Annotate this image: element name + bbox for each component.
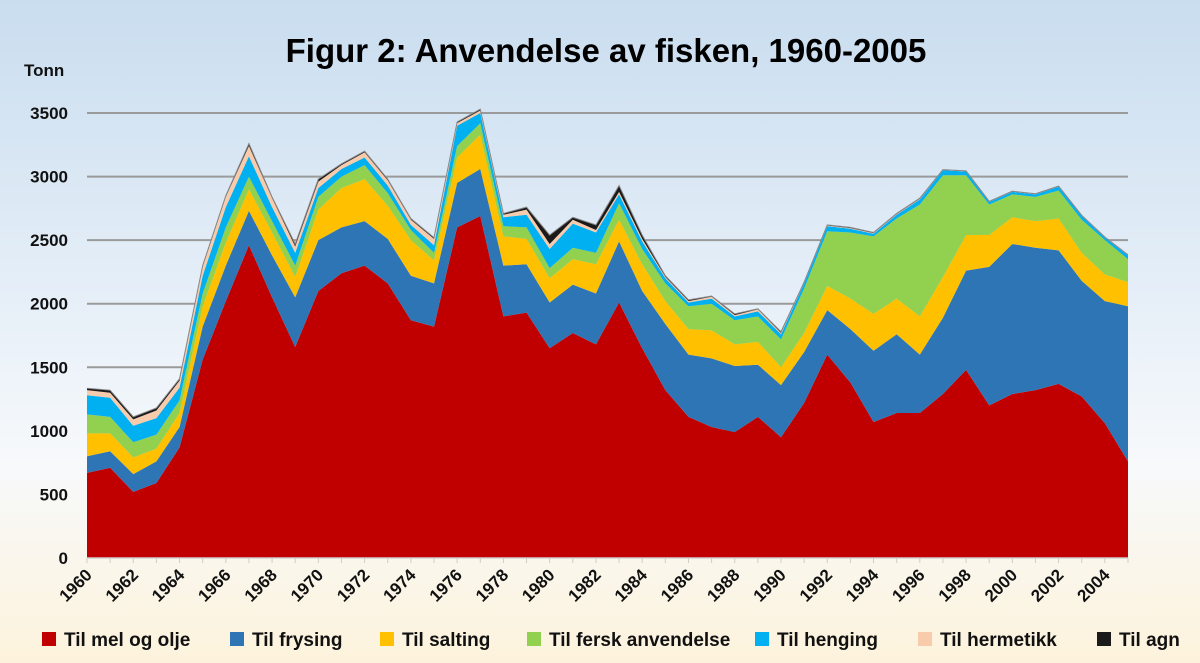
legend: Til mel og olje Til frysing Til salting Til…	[42, 630, 1180, 651]
x-tick-label: 2000	[981, 565, 1021, 605]
y-tick-label: 1500	[30, 358, 68, 377]
x-tick-label: 1972	[333, 565, 373, 605]
y-tick-label: 3500	[30, 104, 68, 123]
x-tick-label: 1966	[194, 565, 234, 605]
area-layers	[86, 108, 1129, 558]
x-tick-label: 1984	[611, 565, 652, 606]
x-tick-label: 1976	[426, 565, 466, 605]
area-til-frysing	[87, 168, 1128, 492]
y-tick-label: 3000	[30, 168, 68, 187]
x-tick-label: 1968	[241, 565, 281, 605]
x-tick-label: 1990	[750, 565, 790, 605]
legend-swatch	[1097, 632, 1111, 646]
x-tick-label: 1960	[56, 565, 96, 605]
y-tick-label: 1000	[30, 422, 68, 441]
legend-item: Til fersk anvendelse	[527, 630, 730, 651]
legend-item: Til agn	[1097, 630, 1180, 651]
x-tick-label: 1974	[380, 565, 421, 606]
legend-swatch	[527, 632, 541, 646]
legend-label: Til henging	[777, 630, 878, 651]
legend-swatch	[230, 632, 244, 646]
legend-label: Til frysing	[252, 630, 342, 651]
x-tick-label: 1978	[472, 565, 512, 605]
x-tick-label: 1998	[935, 565, 975, 605]
x-tick-label: 2002	[1027, 565, 1067, 605]
x-tick-label: 1986	[657, 565, 697, 605]
x-tick-label: 1980	[518, 565, 558, 605]
legend-item: Til henging	[755, 630, 878, 651]
y-tick-label: 2000	[30, 295, 68, 314]
legend-label: Til agn	[1119, 630, 1180, 651]
legend-swatch	[42, 632, 56, 646]
legend-label: Til fersk anvendelse	[549, 630, 730, 651]
x-tick-label: 1994	[842, 565, 883, 606]
legend-item: Til salting	[380, 630, 490, 651]
x-tick-label: 1988	[703, 565, 743, 605]
x-tick-label: 1992	[796, 565, 836, 605]
x-tick-label: 1996	[888, 565, 928, 605]
legend-item: Til mel og olje	[42, 630, 190, 651]
y-tick-label: 2500	[30, 231, 68, 250]
x-tick-label: 1964	[148, 565, 189, 606]
area-til-fersk-anvendelse	[87, 123, 1128, 458]
legend-swatch	[755, 632, 769, 646]
y-tick-label: 0	[59, 549, 68, 568]
legend-item: Til frysing	[230, 630, 342, 651]
x-tick-label: 1970	[287, 565, 327, 605]
chart-title: Figur 2: Anvendelse av fisken, 1960-2005	[286, 32, 927, 69]
area-til-mel-og-olje	[87, 215, 1128, 558]
legend-label: Til hermetikk	[940, 630, 1057, 651]
x-tick-label: 2004	[1074, 565, 1115, 606]
x-tick-label: 1962	[102, 565, 142, 605]
x-tick-label: 1982	[565, 565, 605, 605]
legend-swatch	[918, 632, 932, 646]
y-tick-label: 500	[40, 485, 68, 504]
legend-label: Til salting	[402, 630, 490, 651]
y-axis-label: Tonn	[24, 61, 64, 80]
legend-swatch	[380, 632, 394, 646]
area-til-salting	[87, 134, 1128, 475]
total-outline	[86, 108, 1129, 418]
legend-label: Til mel og olje	[64, 630, 190, 651]
legend-item: Til hermetikk	[918, 630, 1057, 651]
